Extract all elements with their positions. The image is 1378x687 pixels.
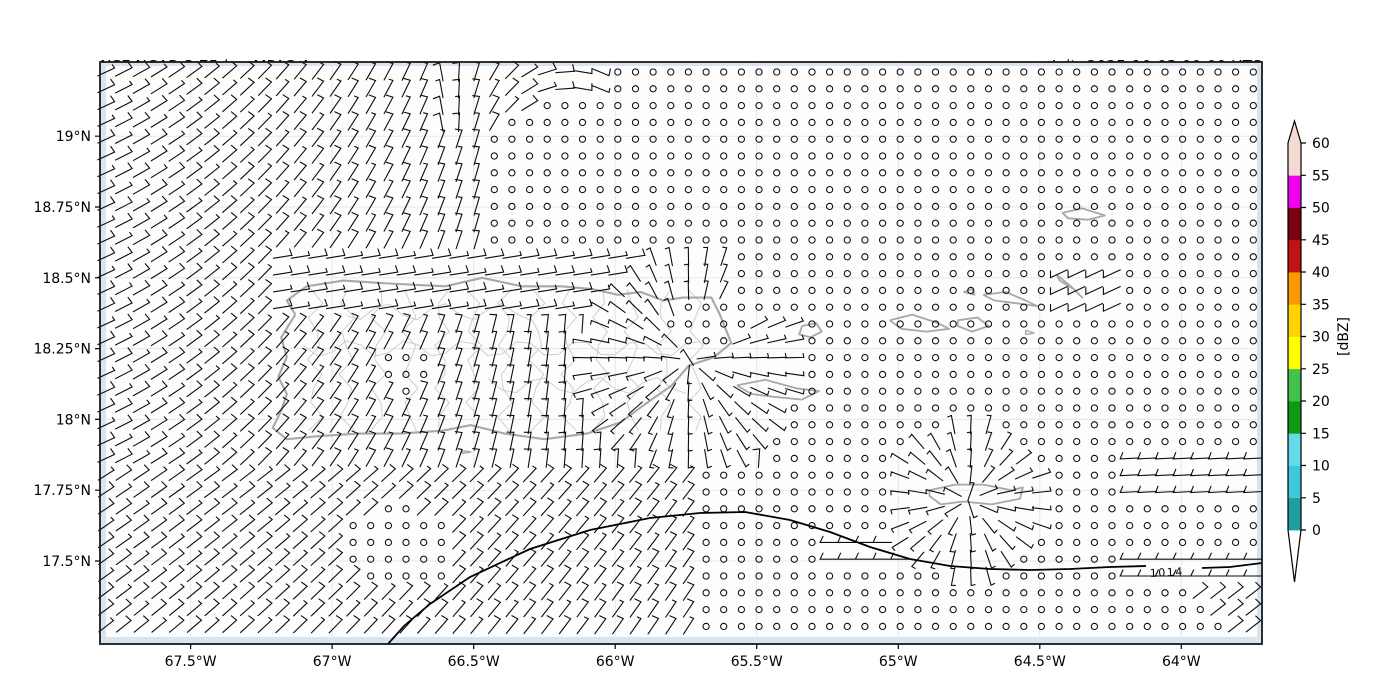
lon-tick-label: 65.5°W (731, 654, 783, 670)
coastline-virgin-gorda (1055, 274, 1084, 299)
colorbar-segment-20-25 (1288, 368, 1301, 402)
colorbar-tick-label: 20 (1312, 394, 1330, 410)
lat-tick-label: 17.75°N (33, 483, 91, 499)
colorbar-segment-45-50 (1288, 207, 1301, 241)
coastline-puerto-rico (271, 276, 733, 441)
colorbar-tick-label: 50 (1312, 201, 1330, 217)
colorbar-tick-label: 15 (1312, 426, 1330, 442)
colorbar-tick-label: 0 (1312, 523, 1321, 539)
lat-tick-label: 18°N (56, 412, 91, 428)
colorbar-axis-title: [dBZ] (1336, 317, 1352, 356)
colorbar-tick-label: 5 (1312, 491, 1321, 507)
lon-tick-label: 67.5°W (165, 654, 217, 670)
lon-tick-label: 64.5°W (1014, 654, 1066, 670)
colorbar-segment-10-15 (1288, 433, 1301, 466)
colorbar-tick-marks (1301, 142, 1306, 531)
graticule-gridlines (100, 62, 1262, 644)
colorbar-segment-35-40 (1288, 272, 1301, 305)
coastline-tortola (982, 291, 1038, 307)
colorbar-segment-50-55 (1288, 175, 1301, 208)
lat-tick-label: 18.25°N (33, 342, 91, 358)
isobar-1014-line-west (387, 511, 1147, 645)
plot-border (99, 61, 1263, 645)
colorbar-tick-label: 25 (1312, 362, 1330, 378)
wind-barbs (97, 60, 1263, 635)
colorbar-tick-label: 60 (1312, 136, 1330, 152)
colorbar-segment-5-10 (1288, 465, 1301, 499)
colorbar-tick-label: 30 (1312, 330, 1330, 346)
lat-tick-label: 19°N (56, 129, 91, 145)
colorbar-tick-label: 55 (1312, 168, 1330, 184)
axis-tick-marks (95, 135, 1182, 649)
coastline-islet-0 (1024, 329, 1035, 336)
lon-tick-label: 65°W (879, 654, 918, 670)
colorbar-segment-15-20 (1288, 401, 1301, 434)
isobar-1014-line-east (1201, 562, 1263, 569)
lat-tick-label: 18.5°N (42, 271, 91, 287)
colorbar-segment-25-30 (1288, 336, 1301, 370)
lon-tick-label: 67°W (313, 654, 352, 670)
calm-wind-circles (349, 68, 1257, 630)
colorbar-segment-0-5 (1288, 497, 1301, 531)
lon-tick-label: 66.5°W (448, 654, 500, 670)
lat-tick-label: 17.5°N (42, 554, 91, 570)
colorbar-segment-30-35 (1288, 304, 1301, 337)
colorbar-tick-label: 35 (1312, 297, 1330, 313)
colorbar-tick-label: 10 (1312, 459, 1330, 475)
colorbar-tick-label: 45 (1312, 233, 1330, 249)
coastline-st-john (956, 316, 990, 333)
colorbar-over-arrow (1288, 121, 1301, 143)
coastline-st-thomas (889, 313, 951, 333)
colorbar-tick-label: 40 (1312, 265, 1330, 281)
isobar-value-label: 1014 (1149, 565, 1184, 580)
lon-tick-label: 66°W (596, 654, 635, 670)
colorbar-segment-40-45 (1288, 239, 1301, 273)
colorbar-under-arrow (1288, 530, 1301, 582)
coastline-islet-1 (461, 449, 472, 455)
colorbar-segment-55-60 (1288, 143, 1301, 176)
lon-tick-label: 64°W (1162, 654, 1201, 670)
coastline-vieques (736, 378, 820, 401)
coastline-culebra (798, 322, 823, 339)
lat-tick-label: 18.75°N (33, 200, 91, 216)
